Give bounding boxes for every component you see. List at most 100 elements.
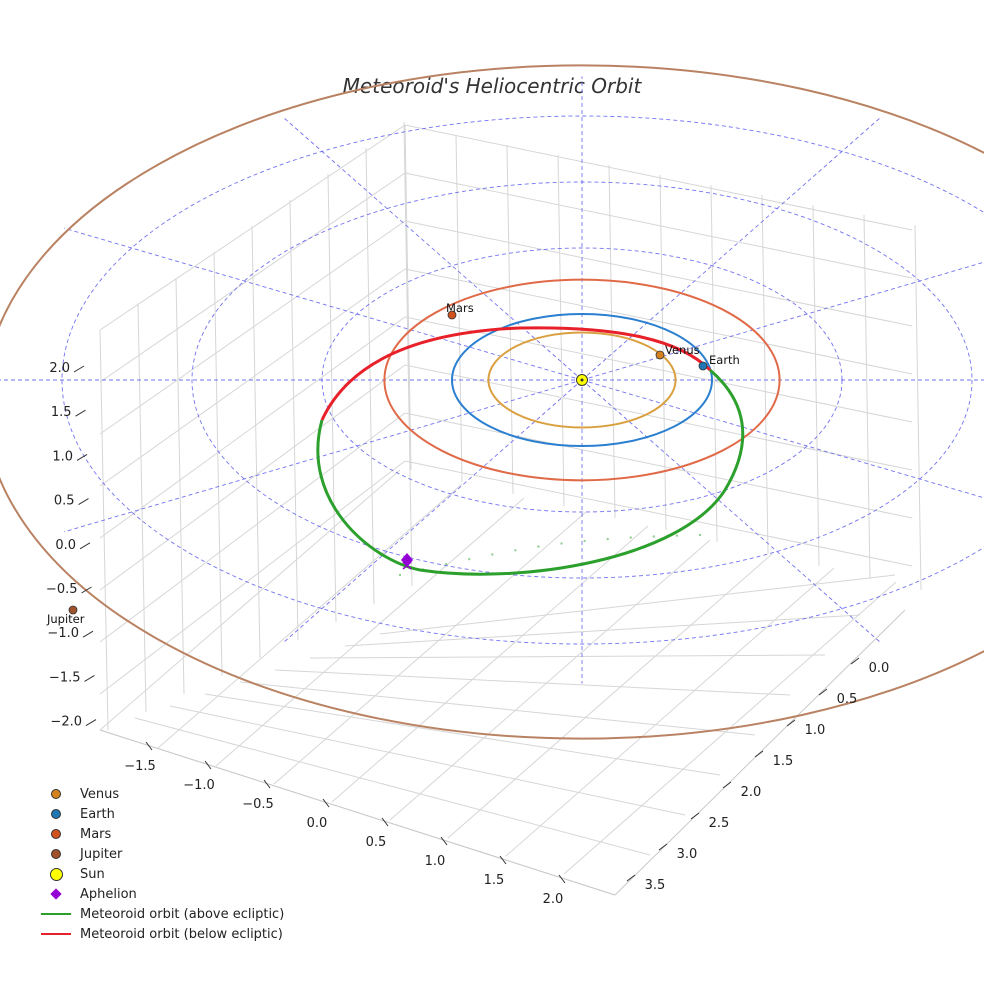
z-tick-mark <box>84 674 95 682</box>
box-grid-line <box>404 412 913 519</box>
earth-label: Earth <box>709 353 740 367</box>
legend-label: Venus <box>80 786 120 802</box>
mars-marker <box>447 310 457 320</box>
legend-label: Mars <box>80 826 112 842</box>
z-tick-mark <box>85 719 97 727</box>
ecliptic-spoke <box>63 379 583 533</box>
venus-label: Venus <box>665 343 700 357</box>
ecliptic-grid <box>0 76 984 684</box>
jupiter-label: Jupiter <box>46 612 85 626</box>
box-grid-line <box>365 147 375 605</box>
box-grid-line <box>761 194 769 555</box>
box-grid-line <box>239 681 756 736</box>
axis-ticks: 2.0 1.5 1.0 0.5 0.0 −0.5 −1.0 −1.5 −2.0 −1.5 −1.0 −… <box>46 361 889 907</box>
z-tick-label: −2.0 <box>50 715 82 730</box>
x-tick-mark <box>499 855 507 865</box>
box-grid-line <box>99 412 406 643</box>
box-grid-line <box>99 364 406 591</box>
x-tick-mark <box>204 760 212 770</box>
z-tick-label: 1.5 <box>51 405 72 420</box>
x-tick-label: 0.0 <box>307 816 328 831</box>
z-tick-label: 0.0 <box>55 538 76 553</box>
box-grid-line <box>379 574 896 635</box>
orbit-projection-dot <box>606 537 609 541</box>
box-grid-line <box>99 220 406 435</box>
legend-item: Sun <box>40 864 284 884</box>
legend-symbol <box>40 864 72 884</box>
earth-orbit <box>451 313 713 447</box>
box-grid-line <box>215 497 525 767</box>
ecliptic-spoke <box>63 227 583 381</box>
legend-label: Meteoroid orbit (below ecliptic) <box>80 926 283 942</box>
venus-marker <box>655 350 665 360</box>
orbit-projection-dot <box>698 533 702 537</box>
box-grid-line <box>251 225 261 659</box>
box-grid-line <box>157 483 463 749</box>
box-grid-line <box>608 164 616 519</box>
box-grid-line <box>404 364 913 471</box>
ecliptic-spoke <box>581 261 984 381</box>
z-tick-mark <box>81 586 92 594</box>
box-grid-line <box>863 214 871 579</box>
box-grid-line <box>389 539 711 821</box>
mars-label: Mars <box>446 301 474 315</box>
z-tick-mark <box>78 498 89 506</box>
orbit-projection-dot <box>629 536 632 539</box>
legend-label: Aphelion <box>80 886 137 902</box>
legend-item: Venus <box>40 784 284 804</box>
legend-item: Aphelion <box>40 884 284 904</box>
box-grid-line <box>99 268 406 487</box>
chart-title: Meteoroid's Heliocentric Orbit <box>342 74 642 98</box>
box-grid-line <box>99 172 406 383</box>
orbit-points: Venus Earth Mars Jupiter <box>46 301 740 626</box>
orbit-projection-dot <box>560 542 563 545</box>
x-tick-label: 2.0 <box>543 892 564 907</box>
legend-symbol <box>40 924 72 944</box>
box-grid-line <box>404 172 913 279</box>
meteoroid-orbit <box>316 326 745 577</box>
aphelion-shadow <box>402 561 412 570</box>
z-tick-label: 1.0 <box>52 449 73 464</box>
z-tick-mark <box>73 365 85 373</box>
box-grid-line <box>403 121 413 587</box>
x-tick-mark <box>322 798 330 808</box>
orbit-projection-dot <box>444 562 448 566</box>
box-grid-line <box>327 173 337 623</box>
mars-orbit <box>383 278 781 482</box>
box-grid-line <box>99 329 109 731</box>
x-tick-label: −1.5 <box>124 759 156 774</box>
ecliptic-spoke <box>282 379 583 644</box>
y-tick-label: 0.0 <box>869 661 890 676</box>
box-grid-line <box>557 154 565 507</box>
y-tick-mark <box>626 874 636 882</box>
box-grid-line <box>447 553 773 839</box>
legend-symbol <box>40 904 72 924</box>
box-grid-line <box>344 614 861 647</box>
legend-item: Mars <box>40 824 284 844</box>
y-tick-mark <box>818 688 828 696</box>
y-tick-mark <box>690 812 700 820</box>
orbit-projection-dot <box>491 553 494 556</box>
ecliptic-spoke <box>581 379 882 644</box>
x-tick-label: −1.0 <box>183 778 215 793</box>
box-grid-line <box>404 460 913 567</box>
venus-orbit <box>487 331 677 429</box>
box-grid-line <box>331 525 649 803</box>
y-tick-label: 1.5 <box>773 754 794 769</box>
y-tick-label: 3.5 <box>645 878 666 893</box>
box-grid-line <box>273 511 587 785</box>
z-tick-mark <box>75 409 86 417</box>
legend-item: Meteoroid orbit (above ecliptic) <box>40 904 284 924</box>
legend-symbol <box>40 844 72 864</box>
legend-symbol <box>40 804 72 824</box>
z-tick-mark <box>82 630 94 638</box>
x-tick-mark <box>381 817 389 827</box>
x-tick-mark <box>145 741 153 751</box>
y-tick-label: 2.5 <box>709 816 730 831</box>
box-grid-line <box>309 654 826 659</box>
y-tick-label: 3.0 <box>677 847 698 862</box>
y-tick-mark <box>754 750 764 758</box>
z-tick-label: −1.5 <box>49 670 81 685</box>
z-tick-label: 0.5 <box>54 494 75 509</box>
